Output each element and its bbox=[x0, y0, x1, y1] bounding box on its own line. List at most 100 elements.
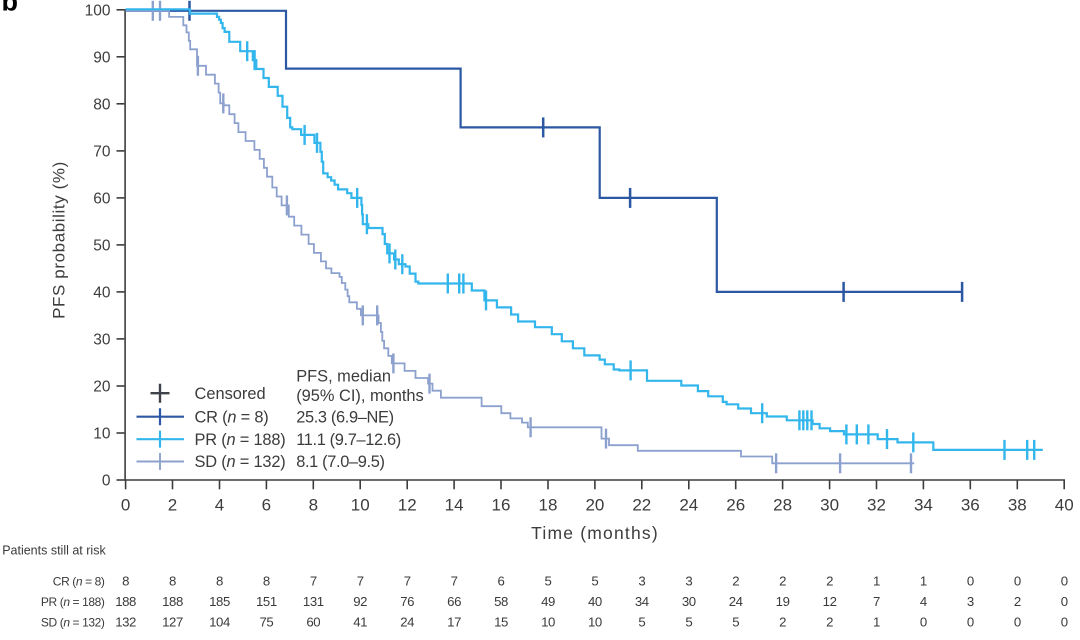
svg-text:CR (n = 8): CR (n = 8) bbox=[53, 574, 105, 588]
svg-text:4: 4 bbox=[920, 594, 927, 609]
svg-text:8: 8 bbox=[263, 573, 270, 588]
svg-text:7: 7 bbox=[873, 594, 880, 609]
svg-text:34: 34 bbox=[635, 594, 649, 609]
svg-text:24: 24 bbox=[400, 614, 414, 629]
svg-text:(95% CI), months: (95% CI), months bbox=[296, 387, 424, 405]
svg-text:66: 66 bbox=[447, 594, 461, 609]
svg-text:0: 0 bbox=[1061, 614, 1068, 629]
svg-text:Time (months): Time (months) bbox=[531, 523, 659, 543]
svg-text:50: 50 bbox=[93, 237, 111, 254]
svg-text:104: 104 bbox=[209, 614, 230, 629]
svg-text:3: 3 bbox=[685, 573, 692, 588]
svg-text:188: 188 bbox=[115, 594, 136, 609]
svg-text:17: 17 bbox=[447, 614, 461, 629]
svg-text:38: 38 bbox=[1008, 496, 1027, 515]
svg-text:20: 20 bbox=[93, 379, 111, 396]
svg-text:16: 16 bbox=[492, 496, 511, 515]
svg-text:7: 7 bbox=[310, 573, 317, 588]
svg-text:12: 12 bbox=[823, 594, 837, 609]
svg-text:SD (n = 132): SD (n = 132) bbox=[195, 453, 286, 471]
svg-text:60: 60 bbox=[306, 614, 320, 629]
svg-text:20: 20 bbox=[585, 496, 604, 515]
svg-text:5: 5 bbox=[591, 573, 598, 588]
svg-text:131: 131 bbox=[303, 594, 324, 609]
svg-text:22: 22 bbox=[632, 496, 651, 515]
svg-text:0: 0 bbox=[1061, 573, 1068, 588]
svg-text:18: 18 bbox=[539, 496, 558, 515]
svg-text:76: 76 bbox=[400, 594, 414, 609]
svg-text:10: 10 bbox=[541, 614, 555, 629]
svg-text:3: 3 bbox=[967, 594, 974, 609]
svg-text:5: 5 bbox=[732, 614, 739, 629]
svg-text:75: 75 bbox=[259, 614, 273, 629]
svg-text:2: 2 bbox=[1014, 594, 1021, 609]
svg-text:24: 24 bbox=[729, 594, 743, 609]
svg-text:25.3 (6.9–NE): 25.3 (6.9–NE) bbox=[296, 409, 394, 427]
svg-text:5: 5 bbox=[685, 614, 692, 629]
svg-text:34: 34 bbox=[914, 496, 933, 515]
svg-text:2: 2 bbox=[826, 573, 833, 588]
svg-text:10: 10 bbox=[351, 496, 370, 515]
svg-text:40: 40 bbox=[1055, 496, 1074, 515]
svg-text:2: 2 bbox=[826, 614, 833, 629]
svg-text:30: 30 bbox=[820, 496, 839, 515]
svg-text:SD (n = 132): SD (n = 132) bbox=[41, 615, 105, 629]
svg-text:90: 90 bbox=[93, 49, 111, 66]
svg-text:PFS probability (%): PFS probability (%) bbox=[50, 161, 69, 319]
svg-text:2: 2 bbox=[779, 573, 786, 588]
svg-text:92: 92 bbox=[353, 594, 367, 609]
svg-text:70: 70 bbox=[93, 143, 111, 160]
svg-text:2: 2 bbox=[779, 614, 786, 629]
svg-text:0: 0 bbox=[967, 614, 974, 629]
svg-text:7: 7 bbox=[357, 573, 364, 588]
svg-text:15: 15 bbox=[494, 614, 508, 629]
svg-text:14: 14 bbox=[445, 496, 464, 515]
svg-text:8: 8 bbox=[309, 496, 318, 515]
svg-text:2: 2 bbox=[168, 496, 177, 515]
svg-text:Patients still at risk: Patients still at risk bbox=[2, 544, 106, 558]
svg-text:41: 41 bbox=[353, 614, 367, 629]
svg-text:8: 8 bbox=[169, 573, 176, 588]
svg-text:32: 32 bbox=[867, 496, 886, 515]
svg-text:0: 0 bbox=[967, 573, 974, 588]
svg-text:PR (n = 188): PR (n = 188) bbox=[195, 431, 286, 449]
svg-text:5: 5 bbox=[638, 614, 645, 629]
svg-text:127: 127 bbox=[162, 614, 183, 629]
svg-text:28: 28 bbox=[773, 496, 792, 515]
svg-text:0: 0 bbox=[920, 614, 927, 629]
svg-text:58: 58 bbox=[494, 594, 508, 609]
svg-text:8: 8 bbox=[122, 573, 129, 588]
svg-text:12: 12 bbox=[398, 496, 417, 515]
svg-text:4: 4 bbox=[215, 496, 224, 515]
svg-text:19: 19 bbox=[776, 594, 790, 609]
svg-text:6: 6 bbox=[498, 573, 505, 588]
svg-text:0: 0 bbox=[1061, 594, 1068, 609]
svg-text:5: 5 bbox=[545, 573, 552, 588]
svg-text:132: 132 bbox=[115, 614, 136, 629]
svg-text:24: 24 bbox=[679, 496, 698, 515]
svg-text:Censored: Censored bbox=[195, 385, 266, 403]
svg-text:60: 60 bbox=[93, 190, 111, 207]
svg-text:185: 185 bbox=[209, 594, 230, 609]
svg-text:26: 26 bbox=[726, 496, 745, 515]
svg-text:3: 3 bbox=[638, 573, 645, 588]
svg-text:1: 1 bbox=[873, 573, 880, 588]
svg-text:10: 10 bbox=[588, 614, 602, 629]
svg-text:CR (n = 8): CR (n = 8) bbox=[195, 409, 269, 427]
svg-text:30: 30 bbox=[93, 331, 111, 348]
svg-text:10: 10 bbox=[93, 426, 111, 443]
svg-text:11.1 (9.7–12.6): 11.1 (9.7–12.6) bbox=[296, 431, 401, 449]
svg-text:0: 0 bbox=[102, 473, 111, 490]
svg-text:7: 7 bbox=[404, 573, 411, 588]
svg-text:49: 49 bbox=[541, 594, 555, 609]
svg-text:PFS, median: PFS, median bbox=[296, 368, 391, 386]
svg-text:0: 0 bbox=[1014, 573, 1021, 588]
svg-text:1: 1 bbox=[873, 614, 880, 629]
svg-text:80: 80 bbox=[93, 96, 111, 113]
svg-text:100: 100 bbox=[85, 2, 111, 19]
svg-text:0: 0 bbox=[121, 496, 130, 515]
svg-text:40: 40 bbox=[93, 284, 111, 301]
svg-text:b: b bbox=[2, 0, 19, 17]
svg-text:0: 0 bbox=[1014, 614, 1021, 629]
svg-text:8: 8 bbox=[216, 573, 223, 588]
